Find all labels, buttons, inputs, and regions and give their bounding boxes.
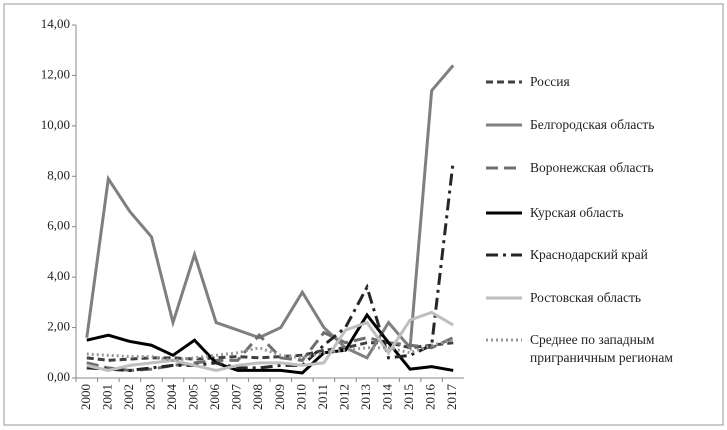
legend-label: Краснодарский край xyxy=(530,247,648,262)
legend-label: Среднее по западным приграничным региона… xyxy=(530,332,673,365)
x-tick-label: 2003 xyxy=(142,384,157,410)
y-tick-label: 14,00 xyxy=(41,16,70,31)
x-tick-label: 2007 xyxy=(229,384,244,411)
x-tick-label: 2014 xyxy=(380,384,395,411)
x-tick-label: 2005 xyxy=(186,384,201,410)
legend-label: Курская область xyxy=(530,205,624,220)
y-tick-label: 4,00 xyxy=(47,268,70,283)
x-tick-label: 2004 xyxy=(164,384,179,411)
legend-label: Ростовская область xyxy=(530,290,641,305)
legend-label: Россия xyxy=(530,74,570,89)
series-line xyxy=(86,310,454,372)
y-tick-label: 2,00 xyxy=(47,319,70,334)
x-tick-label: 2013 xyxy=(358,384,373,410)
x-tick-label: 2012 xyxy=(336,384,351,410)
chart-border xyxy=(3,3,724,426)
series-line xyxy=(85,64,455,360)
x-tick-label: 2011 xyxy=(315,384,330,410)
legend-label: Воронежская область xyxy=(530,160,654,175)
x-tick-label: 2006 xyxy=(207,384,222,411)
legend-label: Белгородская область xyxy=(530,117,655,132)
x-tick-label: 2009 xyxy=(272,384,287,410)
x-tick-label: 2000 xyxy=(78,384,93,410)
x-tick-label: 2008 xyxy=(250,384,265,410)
x-tick-label: 2015 xyxy=(401,384,416,410)
series-line xyxy=(86,338,454,362)
y-tick-label: 12,00 xyxy=(41,66,70,81)
x-tick-label: 2001 xyxy=(99,384,114,410)
x-tick-label: 2017 xyxy=(444,384,459,411)
x-tick-label: 2002 xyxy=(121,384,136,410)
y-tick-label: 0,00 xyxy=(47,369,70,384)
x-tick-label: 2016 xyxy=(423,384,438,411)
y-tick-label: 6,00 xyxy=(47,218,70,233)
y-tick-label: 8,00 xyxy=(47,167,70,182)
x-tick-label: 2010 xyxy=(293,384,308,410)
series-line xyxy=(86,160,455,372)
y-tick-label: 10,00 xyxy=(41,117,70,132)
